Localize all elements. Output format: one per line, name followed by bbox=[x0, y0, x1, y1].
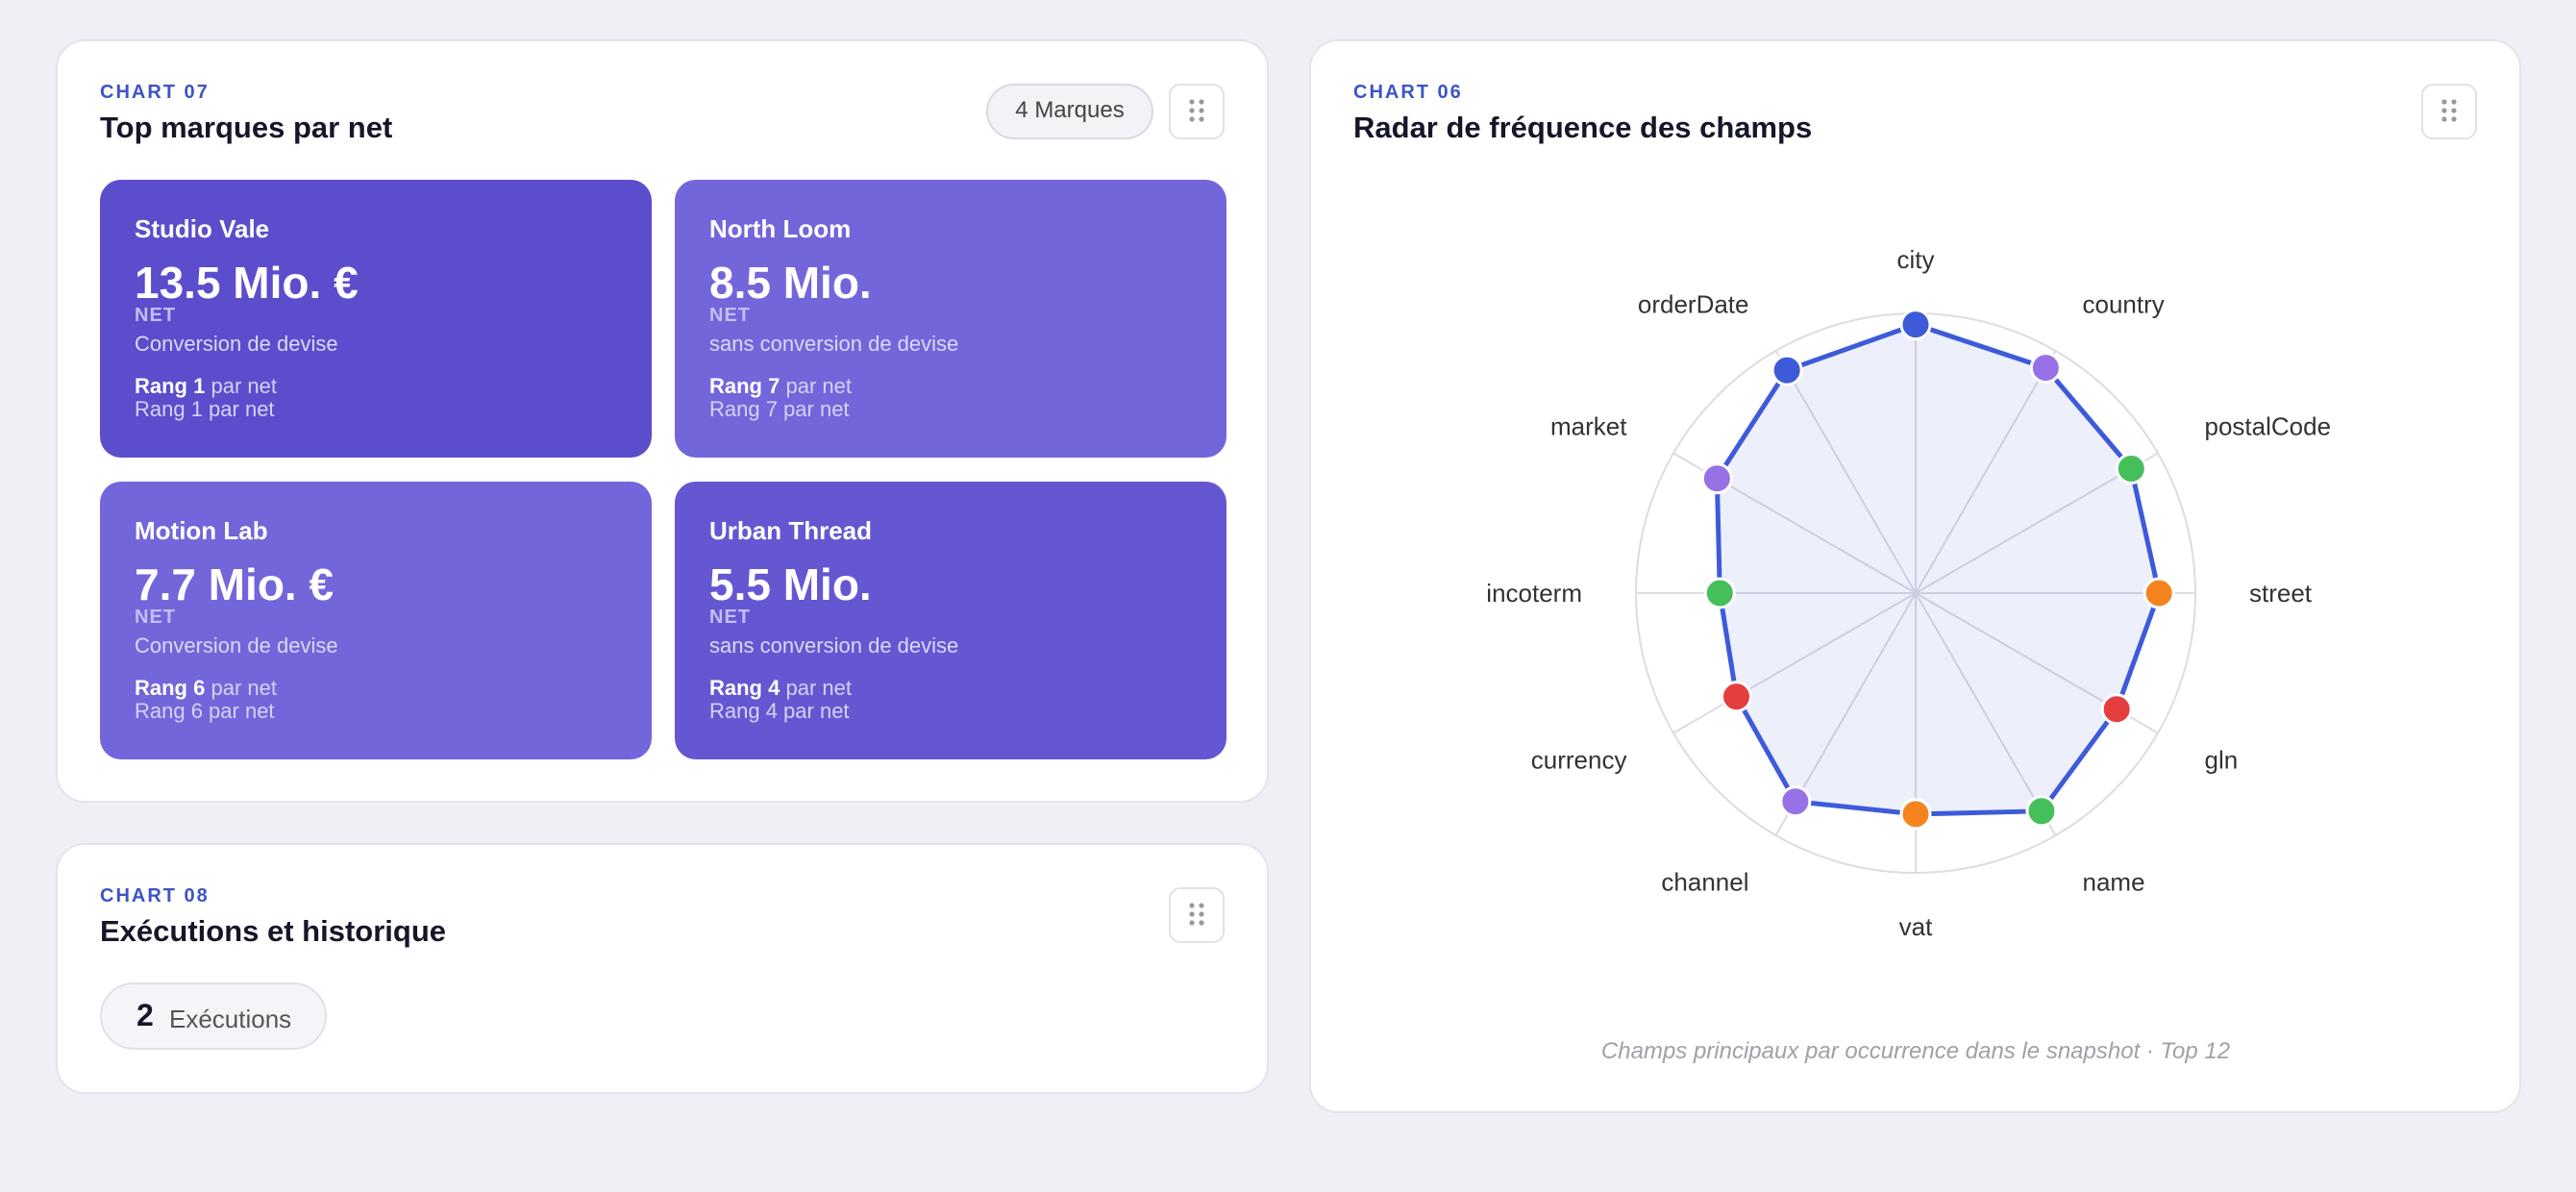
rank-bold: Rang 7 bbox=[709, 374, 780, 398]
radar-point bbox=[2029, 352, 2062, 385]
rank-line: Rang 1 par net bbox=[135, 397, 275, 421]
radar-point bbox=[1899, 309, 1932, 341]
brand-rank: Rang 6 par net bbox=[135, 676, 277, 701]
brand-tile: Motion Lab 7.7 Mio. € NET Conversion de dev… bbox=[100, 482, 652, 759]
brand-name: Urban Thread bbox=[709, 516, 873, 545]
spoke bbox=[1672, 592, 1917, 734]
spoke bbox=[1915, 592, 2057, 836]
count-pill: 2 Exécutions bbox=[100, 982, 327, 1050]
eyebrow: CHART 07 bbox=[100, 82, 210, 103]
brand-name: Motion Lab bbox=[135, 516, 268, 545]
rank-bold: Rang 1 bbox=[135, 374, 206, 398]
brand-unit: NET bbox=[709, 305, 751, 326]
radar-chart: city country postalCode street gln name vat cha… bbox=[1486, 245, 2332, 1064]
rank-bold: Rang 6 bbox=[135, 676, 206, 700]
card-title: Exécutions et historique bbox=[100, 914, 447, 948]
brand-unit: NET bbox=[709, 607, 751, 628]
radar-point bbox=[2025, 795, 2058, 828]
rank-suffix: par net bbox=[785, 676, 852, 700]
rank-suffix: par net bbox=[211, 374, 277, 398]
card-title: Top marques par net bbox=[100, 111, 393, 144]
brand-tile: Studio Vale 13.5 Mio. € NET Conversion de d… bbox=[100, 180, 652, 458]
card-title: Radar de fréquence des champs bbox=[1353, 111, 1813, 144]
radar-point bbox=[2143, 577, 2175, 609]
axis-label: channel bbox=[1661, 868, 1748, 897]
radar-point bbox=[1899, 798, 1932, 831]
axis-label: name bbox=[2083, 868, 2145, 897]
radar-point bbox=[1721, 681, 1753, 713]
rank-bold: Rang 4 bbox=[709, 676, 780, 700]
eyebrow: CHART 08 bbox=[100, 885, 210, 906]
drag-handle[interactable] bbox=[2421, 84, 2477, 139]
brand-value: 7.7 Mio. € bbox=[135, 559, 334, 609]
brand-value: 13.5 Mio. € bbox=[135, 258, 359, 308]
axis-label: gln bbox=[2205, 746, 2239, 775]
brand-note: sans conversion de devise bbox=[709, 633, 959, 658]
axis-label: incoterm bbox=[1486, 579, 1582, 608]
count: 2 bbox=[136, 998, 154, 1032]
radar-point bbox=[2115, 453, 2147, 485]
radar-point bbox=[2100, 693, 2133, 726]
brand-tile: Urban Thread 5.5 Mio. NET sans conversion d… bbox=[675, 482, 1226, 759]
radar-point bbox=[1771, 354, 1803, 386]
brand-rank: Rang 7 par net bbox=[709, 374, 852, 399]
brand-rank: Rang 1 par net bbox=[135, 374, 277, 399]
rank-suffix: par net bbox=[785, 374, 852, 398]
card-chart08: CHART 08 Exécutions et historique 2 Exéc… bbox=[56, 843, 1269, 1094]
brand-note: Conversion de devise bbox=[135, 332, 338, 356]
rank-suffix: par net bbox=[211, 676, 277, 700]
drag-handle[interactable] bbox=[1169, 887, 1225, 943]
card-chart07: CHART 07 Top marques par net 4 Marques S… bbox=[56, 39, 1269, 803]
card-chart06: CHART 06 Radar de fréquence des champs c… bbox=[1309, 39, 2521, 1113]
rank-line: Rang 7 par net bbox=[709, 397, 850, 421]
axis-label: market bbox=[1550, 412, 1627, 441]
axis-label: postalCode bbox=[2205, 412, 2332, 441]
brand-rank: Rang 4 par net bbox=[709, 676, 852, 701]
brand-note: sans conversion de devise bbox=[709, 332, 959, 356]
brand-tile: North Loom 8.5 Mio. NET sans conversion de … bbox=[675, 180, 1226, 458]
drag-icon bbox=[1189, 903, 1204, 926]
axis-label: orderDate bbox=[1638, 289, 1749, 318]
brand-name: North Loom bbox=[709, 214, 852, 243]
count-label: Exécutions bbox=[169, 1005, 292, 1033]
spoke bbox=[1774, 350, 1917, 594]
rank-line: Rang 6 par net bbox=[135, 699, 275, 723]
brand-value: 8.5 Mio. bbox=[709, 258, 872, 308]
brand-note: Conversion de devise bbox=[135, 633, 338, 658]
rank-line: Rang 4 par net bbox=[709, 699, 850, 723]
axis-label: vat bbox=[1899, 912, 1933, 941]
radar-point bbox=[1703, 577, 1736, 609]
brand-unit: NET bbox=[135, 305, 176, 326]
drag-handle[interactable] bbox=[1169, 84, 1225, 139]
caption: Champs principaux par occurrence dans le… bbox=[1601, 1038, 2230, 1064]
brand-name: Studio Vale bbox=[135, 214, 270, 243]
drag-icon bbox=[1189, 99, 1204, 122]
drag-icon bbox=[2441, 99, 2457, 122]
radar-point bbox=[1779, 785, 1812, 818]
brand-value: 5.5 Mio. bbox=[709, 559, 872, 609]
eyebrow: CHART 06 bbox=[1353, 82, 1463, 103]
brand-unit: NET bbox=[135, 607, 176, 628]
axis-label: city bbox=[1897, 245, 1935, 274]
radar-point bbox=[1700, 462, 1733, 495]
axis-label: street bbox=[2249, 579, 2313, 608]
axis-label: currency bbox=[1531, 746, 1627, 775]
spoke bbox=[1915, 350, 2057, 594]
badge[interactable]: 4 Marques bbox=[986, 84, 1153, 139]
axis-label: country bbox=[2083, 289, 2165, 318]
